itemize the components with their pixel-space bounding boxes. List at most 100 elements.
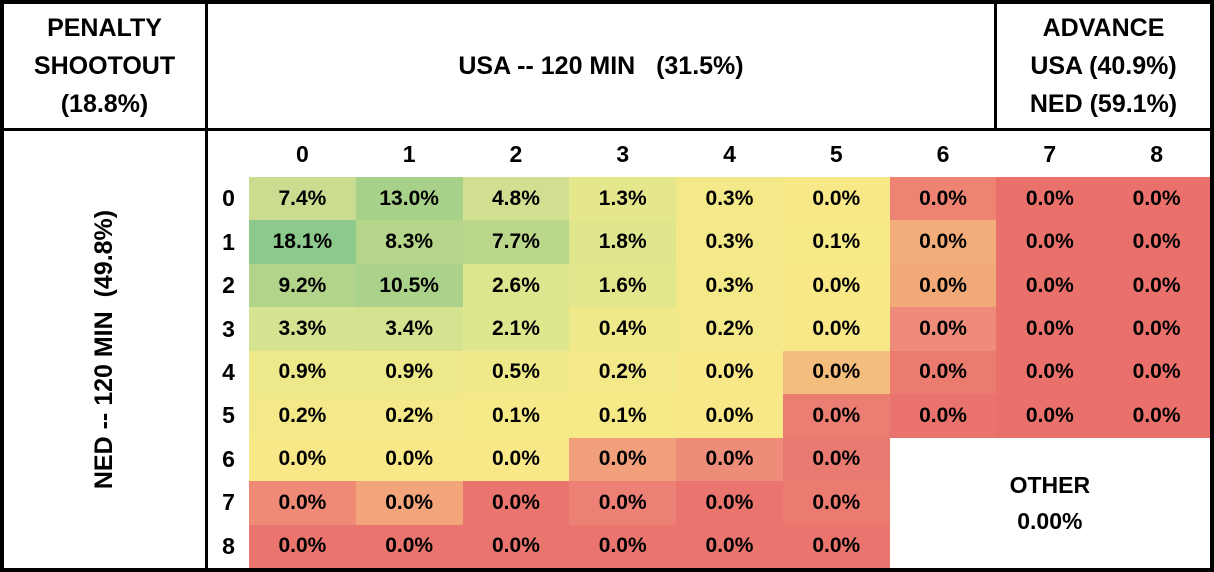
heatmap-cell: 0.0% bbox=[676, 437, 783, 482]
heatmap-cell: 0.0% bbox=[996, 394, 1104, 438]
heatmap-cell: 0.0% bbox=[249, 524, 356, 568]
heatmap-cell: 0.0% bbox=[996, 220, 1104, 264]
penalty-title-line2: SHOOTOUT bbox=[33, 52, 176, 80]
other-cell: OTHER 0.00% bbox=[889, 437, 1210, 568]
heatmap-cell: 0.0% bbox=[782, 177, 890, 221]
other-value: 0.00% bbox=[1017, 507, 1083, 534]
row-header: 0 bbox=[208, 177, 249, 221]
row-header: 3 bbox=[208, 307, 249, 351]
heatmap-cell: 1.3% bbox=[569, 177, 677, 221]
heatmap-cell: 0.0% bbox=[676, 350, 783, 395]
heatmap-cell: 1.8% bbox=[569, 220, 677, 264]
heatmap-cell: 0.0% bbox=[782, 307, 890, 351]
heatmap-cell: 0.0% bbox=[569, 437, 677, 482]
heatmap-cell: 13.0% bbox=[355, 177, 463, 221]
heatmap-cell: 4.8% bbox=[462, 177, 570, 221]
heatmap-cell: 1.6% bbox=[569, 263, 677, 308]
advance-usa-probability: USA (40.9%) bbox=[1030, 52, 1177, 80]
heatmap-cell: 0.0% bbox=[782, 437, 890, 482]
row-header: 6 bbox=[208, 437, 249, 482]
heatmap-cell: 0.0% bbox=[676, 481, 783, 525]
heatmap-cell: 0.0% bbox=[996, 263, 1104, 308]
grid-corner-spacer bbox=[208, 131, 249, 177]
heatmap-cell: 10.5% bbox=[355, 263, 463, 308]
heatmap-cell: 0.2% bbox=[676, 307, 783, 351]
heatmap-cell: 0.0% bbox=[569, 481, 677, 525]
top-header-band: PENALTY SHOOTOUT (18.8%) USA -- 120 MIN … bbox=[4, 4, 1210, 131]
col-header: 0 bbox=[249, 131, 356, 177]
heatmap-cell: 0.0% bbox=[1103, 263, 1210, 308]
heatmap-cell: 0.0% bbox=[462, 437, 570, 482]
heatmap-cell: 0.5% bbox=[462, 350, 570, 395]
heatmap-cell: 0.0% bbox=[996, 177, 1104, 221]
heatmap-cell: 0.0% bbox=[676, 394, 783, 438]
col-header: 2 bbox=[462, 131, 570, 177]
heatmap-cell: 0.0% bbox=[889, 177, 997, 221]
heatmap-cell: 0.0% bbox=[462, 481, 570, 525]
heatmap-cell: 0.3% bbox=[676, 177, 783, 221]
heatmap-cell: 0.0% bbox=[462, 524, 570, 568]
heatmap-cell: 0.0% bbox=[889, 220, 997, 264]
heatmap-cell: 9.2% bbox=[249, 263, 356, 308]
heatmap-cell: 0.0% bbox=[569, 524, 677, 568]
heatmap-cell: 0.0% bbox=[996, 307, 1104, 351]
heatmap-cell: 0.3% bbox=[676, 263, 783, 308]
penalty-probability: (18.8%) bbox=[60, 90, 149, 118]
advance-title: ADVANCE bbox=[1042, 14, 1165, 42]
heatmap-cell: 0.4% bbox=[569, 307, 677, 351]
heatmap-cell: 0.0% bbox=[889, 394, 997, 438]
col-header: 7 bbox=[996, 131, 1104, 177]
heatmap-cell: 7.4% bbox=[249, 177, 356, 221]
heatmap-cell: 8.3% bbox=[355, 220, 463, 264]
heatmap-cell: 0.0% bbox=[1103, 394, 1210, 438]
heatmap-cell: 0.0% bbox=[889, 263, 997, 308]
heatmap-cell: 0.9% bbox=[249, 350, 356, 395]
advance-ned-probability: NED (59.1%) bbox=[1029, 90, 1178, 118]
row-header: 5 bbox=[208, 394, 249, 438]
col-header: 8 bbox=[1103, 131, 1210, 177]
heatmap-cell: 0.0% bbox=[889, 307, 997, 351]
table-body: NED -- 120 MIN (49.8%) 0 1 2 3 4 5 6 7 8 0 7.4% 13.… bbox=[4, 131, 1210, 568]
col-header: 1 bbox=[355, 131, 463, 177]
heatmap-cell: 0.1% bbox=[462, 394, 570, 438]
heatmap-cell: 0.9% bbox=[355, 350, 463, 395]
penalty-title-line1: PENALTY bbox=[47, 14, 162, 42]
row-header: 1 bbox=[208, 220, 249, 264]
heatmap-cell: 3.3% bbox=[249, 307, 356, 351]
col-header: 5 bbox=[782, 131, 890, 177]
heatmap-cell: 0.1% bbox=[782, 220, 890, 264]
heatmap-cell: 0.0% bbox=[782, 524, 890, 568]
heatmap-cell: 0.2% bbox=[355, 394, 463, 438]
heatmap-cell: 0.0% bbox=[676, 524, 783, 568]
col-header: 6 bbox=[889, 131, 997, 177]
row-header: 7 bbox=[208, 481, 249, 525]
heatmap-cell: 0.0% bbox=[782, 263, 890, 308]
heatmap-cell: 0.0% bbox=[355, 437, 463, 482]
heatmap-cell: 0.0% bbox=[1103, 220, 1210, 264]
col-header: 3 bbox=[569, 131, 677, 177]
heatmap-cell: 0.0% bbox=[355, 524, 463, 568]
heatmap-cell: 0.2% bbox=[569, 350, 677, 395]
heatmap-cell: 0.1% bbox=[569, 394, 677, 438]
heatmap-cell: 3.4% bbox=[355, 307, 463, 351]
heatmap-grid: 0 1 2 3 4 5 6 7 8 0 7.4% 13.0% 4.8% 1.3% 0.3% 0.0% 0.0% 0… bbox=[208, 131, 1210, 568]
heatmap-cell: 0.0% bbox=[996, 350, 1104, 395]
heatmap-cell: 0.0% bbox=[1103, 307, 1210, 351]
heatmap-cell: 0.0% bbox=[782, 481, 890, 525]
col-header: 4 bbox=[676, 131, 783, 177]
ned-120min-sidebar: NED -- 120 MIN (49.8%) bbox=[4, 131, 208, 568]
heatmap-cell: 0.3% bbox=[676, 220, 783, 264]
usa-120min-header: USA -- 120 MIN (31.5%) bbox=[208, 4, 994, 128]
heatmap-cell: 0.0% bbox=[355, 481, 463, 525]
row-header: 8 bbox=[208, 524, 249, 568]
usa-120min-label: USA -- 120 MIN (31.5%) bbox=[458, 51, 744, 80]
heatmap-cell: 0.0% bbox=[249, 437, 356, 482]
row-header: 2 bbox=[208, 263, 249, 308]
heatmap-cell: 2.1% bbox=[462, 307, 570, 351]
heatmap-cell: 0.0% bbox=[249, 481, 356, 525]
heatmap-cell: 7.7% bbox=[462, 220, 570, 264]
advance-cell: ADVANCE USA (40.9%) NED (59.1%) bbox=[994, 4, 1210, 128]
heatmap-cell: 18.1% bbox=[249, 220, 356, 264]
other-label: OTHER bbox=[1009, 471, 1091, 498]
